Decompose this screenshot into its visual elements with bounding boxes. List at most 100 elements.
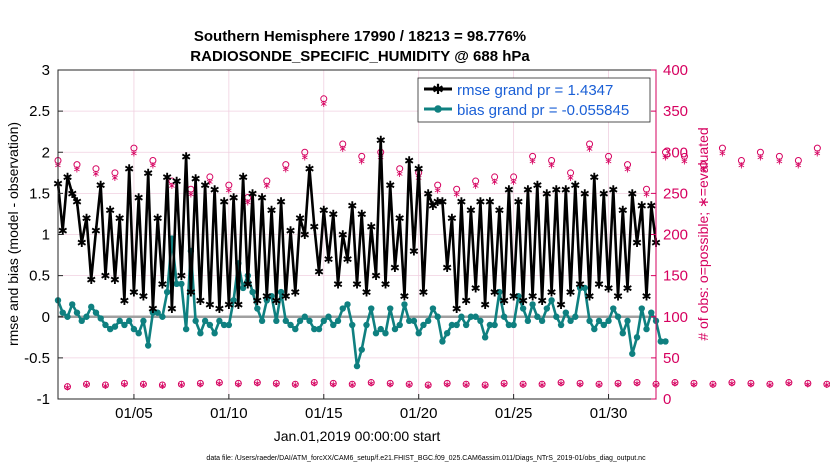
rmse-point: ✱ bbox=[238, 170, 248, 184]
rmse-point: ✱ bbox=[646, 199, 656, 213]
bias-point bbox=[277, 288, 285, 296]
obs-evaluated-point: ∗ bbox=[433, 185, 441, 196]
rmse-point: ✱ bbox=[195, 294, 205, 308]
rmse-point: ✱ bbox=[176, 269, 186, 283]
obs-evaluated-point: ∗ bbox=[282, 165, 290, 176]
bias-point bbox=[406, 317, 413, 325]
bias-point bbox=[206, 321, 214, 329]
obs-evaluated-point: ∗ bbox=[329, 379, 337, 390]
bias-point bbox=[372, 330, 380, 337]
rmse-point: ✱ bbox=[281, 290, 291, 304]
rmse-point: ✱ bbox=[347, 199, 357, 213]
obs-possible-point bbox=[462, 380, 470, 388]
rmse-point: ✱ bbox=[257, 191, 267, 205]
rmse-point: ✱ bbox=[414, 162, 424, 176]
obs-evaluated-point: ∗ bbox=[253, 379, 261, 390]
rmse-point: ✱ bbox=[551, 183, 561, 197]
rmse-point: ✱ bbox=[295, 212, 305, 226]
bias-point bbox=[462, 321, 470, 329]
bias-point bbox=[420, 321, 427, 329]
bias-point bbox=[548, 297, 555, 304]
obs-possible-point bbox=[63, 383, 71, 391]
legend-rmse-marker: ✱ bbox=[432, 81, 444, 97]
obs-possible-point bbox=[272, 379, 280, 387]
obs-evaluated-point: ∗ bbox=[633, 379, 641, 390]
obs-possible-point bbox=[139, 380, 147, 388]
obs-evaluated-point: ∗ bbox=[528, 156, 536, 167]
bias-point bbox=[595, 317, 603, 325]
bias-point bbox=[648, 309, 655, 316]
obs-evaluated-point: ∗ bbox=[623, 165, 631, 176]
obs-possible-point bbox=[253, 379, 261, 387]
obs-possible-point bbox=[766, 380, 774, 388]
rmse-point: ✱ bbox=[267, 203, 277, 217]
legend-bias-marker bbox=[434, 105, 442, 113]
y-axis-left-label: rmse and bias (model - observation) bbox=[5, 122, 21, 346]
obs-possible-point bbox=[82, 380, 90, 388]
obs-evaluated-point: ∗ bbox=[168, 181, 176, 192]
obs-possible-point bbox=[177, 380, 185, 388]
obs-possible-point bbox=[367, 379, 375, 387]
rmse-point: ✱ bbox=[589, 170, 599, 184]
obs-possible-point bbox=[453, 185, 461, 193]
obs-evaluated-point: ∗ bbox=[82, 380, 90, 391]
y-right-tick-label: 350 bbox=[663, 103, 688, 120]
y-right-tick-label: 150 bbox=[663, 268, 688, 285]
rmse-point: ✱ bbox=[148, 302, 158, 316]
x-tick-label: 01/15 bbox=[305, 405, 343, 422]
obs-evaluated-point: ∗ bbox=[196, 379, 204, 390]
obs-evaluated-point: ∗ bbox=[244, 198, 252, 209]
bias-point bbox=[197, 330, 204, 337]
bias-point bbox=[249, 288, 256, 296]
rmse-point: ✱ bbox=[528, 290, 538, 304]
bias-point bbox=[467, 313, 475, 320]
obs-evaluated-point: ∗ bbox=[92, 169, 100, 180]
rmse-point: ✱ bbox=[214, 302, 224, 316]
obs-evaluated-point: ∗ bbox=[794, 161, 802, 172]
obs-possible-point bbox=[386, 379, 394, 387]
obs-evaluated-point: ∗ bbox=[671, 379, 679, 390]
rmse-point: ✱ bbox=[404, 154, 414, 168]
chart-title-line1: Southern Hemisphere 17990 / 18213 = 98.7… bbox=[194, 28, 526, 45]
rmse-point: ✱ bbox=[115, 212, 125, 226]
obs-evaluated-point: ∗ bbox=[396, 169, 404, 180]
obs-possible-point bbox=[339, 140, 347, 148]
obs-possible-point bbox=[120, 379, 128, 387]
obs-evaluated-point: ∗ bbox=[785, 379, 793, 390]
obs-evaluated-point: ∗ bbox=[462, 380, 470, 391]
rmse-point: ✱ bbox=[504, 183, 514, 197]
rmse-point: ✱ bbox=[323, 253, 333, 267]
bias-point bbox=[130, 325, 138, 333]
bias-point bbox=[349, 321, 356, 329]
obs-possible-point bbox=[567, 169, 575, 177]
obs-evaluated-point: ∗ bbox=[585, 144, 593, 155]
rmse-point: ✱ bbox=[200, 179, 210, 193]
obs-evaluated-point: ∗ bbox=[519, 380, 527, 391]
bias-point bbox=[572, 313, 579, 320]
bias-point bbox=[496, 288, 503, 296]
rmse-point: ✱ bbox=[352, 277, 362, 291]
bias-point bbox=[330, 321, 337, 329]
y-left-tick-label: -1 bbox=[37, 391, 50, 408]
obs-possible-point bbox=[225, 181, 233, 189]
obs-possible-point bbox=[472, 177, 480, 185]
rmse-point: ✱ bbox=[153, 212, 163, 226]
rmse-point: ✱ bbox=[110, 273, 120, 287]
obs-possible-point bbox=[576, 379, 584, 387]
rmse-point: ✱ bbox=[319, 203, 329, 217]
rmse-point: ✱ bbox=[380, 277, 390, 291]
y-right-tick-label: 50 bbox=[663, 350, 680, 367]
rmse-point: ✱ bbox=[210, 183, 220, 197]
obs-evaluated-point: ∗ bbox=[747, 379, 755, 390]
bias-point bbox=[429, 305, 437, 312]
obs-evaluated-point: ∗ bbox=[73, 165, 81, 176]
bias-point bbox=[610, 305, 617, 312]
obs-evaluated-point: ∗ bbox=[604, 156, 612, 167]
y-left-tick-label: 3 bbox=[42, 62, 50, 79]
bias-point bbox=[591, 325, 598, 333]
rmse-point: ✱ bbox=[58, 224, 68, 238]
bias-point bbox=[377, 325, 384, 333]
rmse-point: ✱ bbox=[456, 195, 466, 209]
bias-point bbox=[662, 338, 669, 345]
bias-point bbox=[638, 305, 645, 312]
